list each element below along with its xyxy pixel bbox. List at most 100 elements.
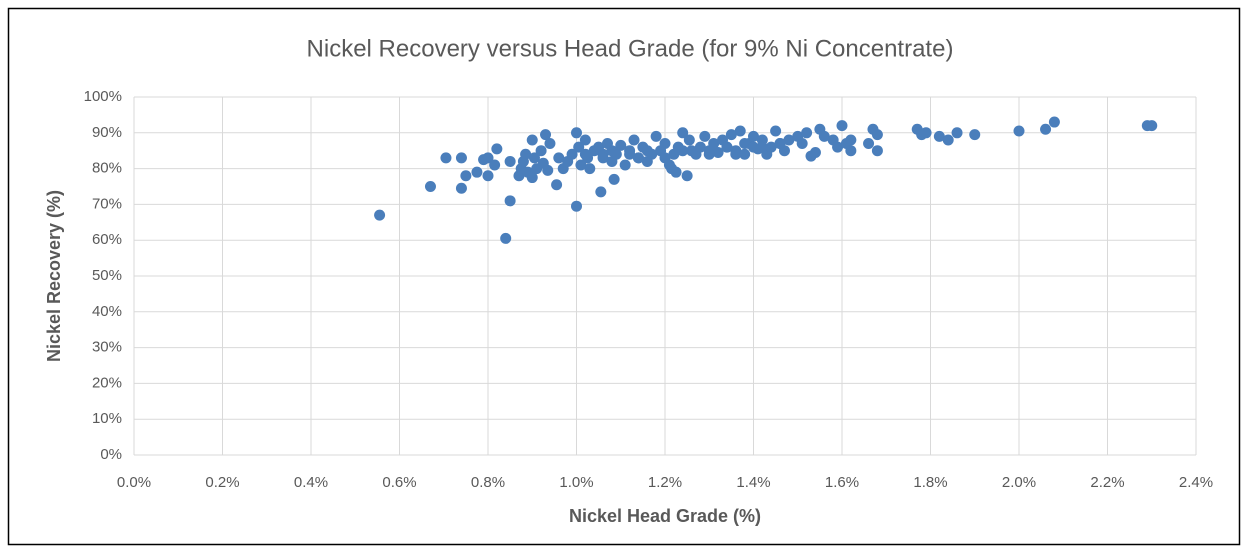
point <box>520 148 532 160</box>
point <box>553 152 565 164</box>
y-tick-label: 100% <box>84 88 122 105</box>
point <box>551 179 563 191</box>
point <box>1013 125 1025 137</box>
point <box>528 152 540 164</box>
point <box>845 134 857 146</box>
point <box>765 141 777 153</box>
point <box>845 145 857 157</box>
x-tick-label: 0.0% <box>117 474 151 491</box>
point <box>796 138 808 150</box>
point <box>708 138 720 150</box>
point <box>584 163 596 175</box>
point <box>440 152 452 164</box>
point <box>579 148 591 160</box>
point <box>871 129 883 141</box>
point <box>712 146 724 158</box>
point <box>540 129 552 141</box>
point <box>836 120 848 132</box>
point <box>670 166 682 178</box>
y-tick-label: 0% <box>100 446 122 463</box>
x-tick-label: 1.6% <box>825 474 859 491</box>
point <box>694 141 706 153</box>
point <box>573 141 585 153</box>
point <box>628 134 640 146</box>
x-tick-label: 2.0% <box>1002 474 1036 491</box>
point <box>721 141 733 153</box>
point <box>730 148 742 160</box>
point <box>1040 123 1052 135</box>
point <box>526 172 538 184</box>
point <box>619 159 631 171</box>
point <box>681 170 693 182</box>
point <box>374 209 386 221</box>
point <box>606 145 618 157</box>
point <box>632 152 644 164</box>
point <box>571 127 582 139</box>
point <box>579 134 591 146</box>
point <box>482 152 494 164</box>
point <box>748 130 759 142</box>
point <box>455 182 467 194</box>
point <box>809 146 821 158</box>
point <box>703 148 715 160</box>
x-tick-label: 1.2% <box>648 474 682 491</box>
point <box>951 127 963 139</box>
point <box>571 200 582 212</box>
point <box>942 134 954 146</box>
y-axis-title: Nickel Recovery (%) <box>44 190 64 362</box>
point <box>734 125 746 137</box>
x-tick-label: 1.8% <box>913 474 947 491</box>
point <box>482 170 494 182</box>
y-tick-label: 40% <box>92 303 122 320</box>
point <box>770 125 782 137</box>
x-tick-label: 1.4% <box>736 474 770 491</box>
point <box>832 141 844 153</box>
point <box>544 138 556 150</box>
point <box>659 152 671 164</box>
point <box>526 134 538 146</box>
y-tick-label: 10% <box>92 410 122 427</box>
point <box>504 155 516 167</box>
y-tick-label: 30% <box>92 339 122 356</box>
point <box>489 159 501 171</box>
point <box>677 127 689 139</box>
point <box>739 138 751 150</box>
y-tick-label: 60% <box>92 231 122 248</box>
y-tick-label: 80% <box>92 160 122 177</box>
point <box>871 145 883 157</box>
point <box>933 130 945 142</box>
point <box>615 139 627 151</box>
point <box>863 138 875 150</box>
point <box>969 129 981 141</box>
point <box>460 170 472 182</box>
x-tick-label: 2.2% <box>1090 474 1124 491</box>
point <box>641 145 653 157</box>
point <box>659 138 671 150</box>
x-tick-label: 0.6% <box>382 474 416 491</box>
point <box>756 141 768 153</box>
point <box>595 186 607 198</box>
point <box>575 159 587 171</box>
point <box>535 145 547 157</box>
point <box>920 127 932 139</box>
x-tick-label: 0.8% <box>471 474 505 491</box>
point <box>1048 116 1060 128</box>
x-tick-label: 2.4% <box>1179 474 1213 491</box>
y-tick-label: 70% <box>92 195 122 212</box>
point <box>542 164 554 176</box>
point <box>491 143 503 155</box>
point <box>424 181 436 192</box>
point <box>686 145 698 157</box>
point <box>566 148 578 160</box>
point <box>504 195 516 207</box>
x-tick-label: 1.0% <box>559 474 593 491</box>
x-tick-label: 0.4% <box>294 474 328 491</box>
y-tick-label: 20% <box>92 374 122 391</box>
chart-title: Nickel Recovery versus Head Grade (for 9… <box>307 35 954 62</box>
point <box>725 129 737 141</box>
point <box>801 127 813 139</box>
point <box>683 134 695 146</box>
point <box>699 130 711 142</box>
point <box>608 173 620 185</box>
